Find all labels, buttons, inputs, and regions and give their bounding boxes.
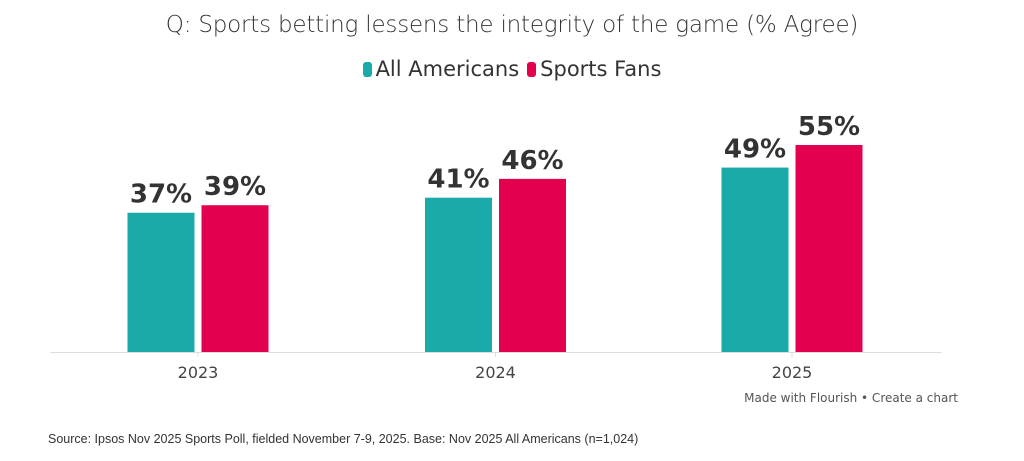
bar-all-americans-2023[interactable] bbox=[127, 212, 195, 352]
bar-sports-fans-2024[interactable] bbox=[499, 178, 566, 352]
bar-all-americans-2025[interactable] bbox=[721, 167, 789, 352]
legend: All Americans Sports Fans bbox=[0, 57, 1024, 81]
data-label: 37% bbox=[130, 180, 192, 210]
chart-title: Q: Sports betting lessens the integrity … bbox=[165, 12, 859, 38]
legend-label: Sports Fans bbox=[540, 57, 662, 81]
legend-item-sports-fans[interactable]: Sports Fans bbox=[527, 57, 661, 81]
x-tick-label: 2025 bbox=[772, 363, 813, 382]
legend-item-all-americans[interactable]: All Americans bbox=[362, 57, 520, 81]
data-label: 49% bbox=[724, 135, 786, 165]
legend-label: All Americans bbox=[375, 57, 520, 81]
legend-swatch-all-americans bbox=[362, 61, 372, 77]
source-note: Source: Ipsos Nov 2025 Sports Poll, fiel… bbox=[48, 432, 639, 446]
data-label: 39% bbox=[204, 172, 266, 202]
x-tick-label: 2024 bbox=[475, 363, 516, 382]
data-label: 41% bbox=[427, 165, 489, 195]
flourish-credit-link[interactable]: Made with Flourish • Create a chart bbox=[744, 391, 958, 405]
data-label: 46% bbox=[501, 146, 563, 176]
bar-all-americans-2024[interactable] bbox=[425, 197, 492, 352]
bar-sports-fans-2023[interactable] bbox=[201, 205, 269, 352]
bar-sports-fans-2025[interactable] bbox=[795, 145, 863, 352]
data-label: 55% bbox=[798, 112, 860, 142]
x-tick-label: 2023 bbox=[178, 363, 219, 382]
legend-swatch-sports-fans bbox=[527, 61, 537, 77]
